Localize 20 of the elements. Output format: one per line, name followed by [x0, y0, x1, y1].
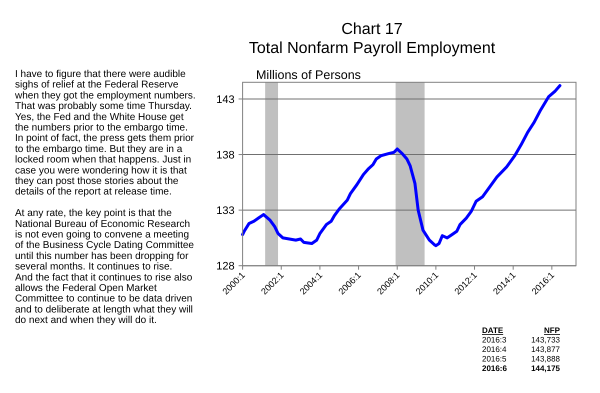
chart-subtitle: Total Nonfarm Payroll Employment: [248, 40, 496, 57]
text: I have to figure that there were audible sighs of relief at the Federal Reserve when they got the employment numbers. That was probably some time Thursday. Yes, the Fed and the White House get the numbers prior to the embargo time. In point of fact, the press gets them prior to the embargo time. But they are in a locked room when that happens. Just in case you were wondering how it is that they can post those stories about the details of the report at release time.: [15, 69, 196, 198]
y-tick-label: 128: [216, 260, 235, 273]
y-tick-label: 138: [216, 150, 235, 162]
text: 2016:4: [482, 345, 508, 354]
text: DATE: [482, 326, 504, 335]
text: 143,877: [531, 345, 561, 354]
text: 143,888: [531, 354, 561, 364]
text: NFP: [544, 326, 561, 335]
y-tick-label: 143: [216, 94, 235, 106]
chart-title: Chart 17: [341, 21, 403, 38]
text: 2016:5: [482, 354, 508, 364]
y-axis-title: Millions of Persons: [256, 68, 361, 82]
text: 2016:3: [482, 336, 508, 344]
text: 143,733: [531, 336, 561, 344]
text: 2016:6: [482, 364, 508, 373]
text: 144,175: [531, 364, 561, 373]
line-series: [241, 84, 562, 248]
y-tick-label: 133: [216, 205, 235, 218]
text: At any rate, the key point is that the National Bureau of Economic Research is not even going to convene a meeting of the Business Cycle Dating Committee until this number has been dropping for several months. It continues to rise. And the fact that it continues to rise also allows the Federal Open Market Committee to continue to be data driven and to deliberate at length what they will do next and when they will do it.: [15, 208, 194, 326]
